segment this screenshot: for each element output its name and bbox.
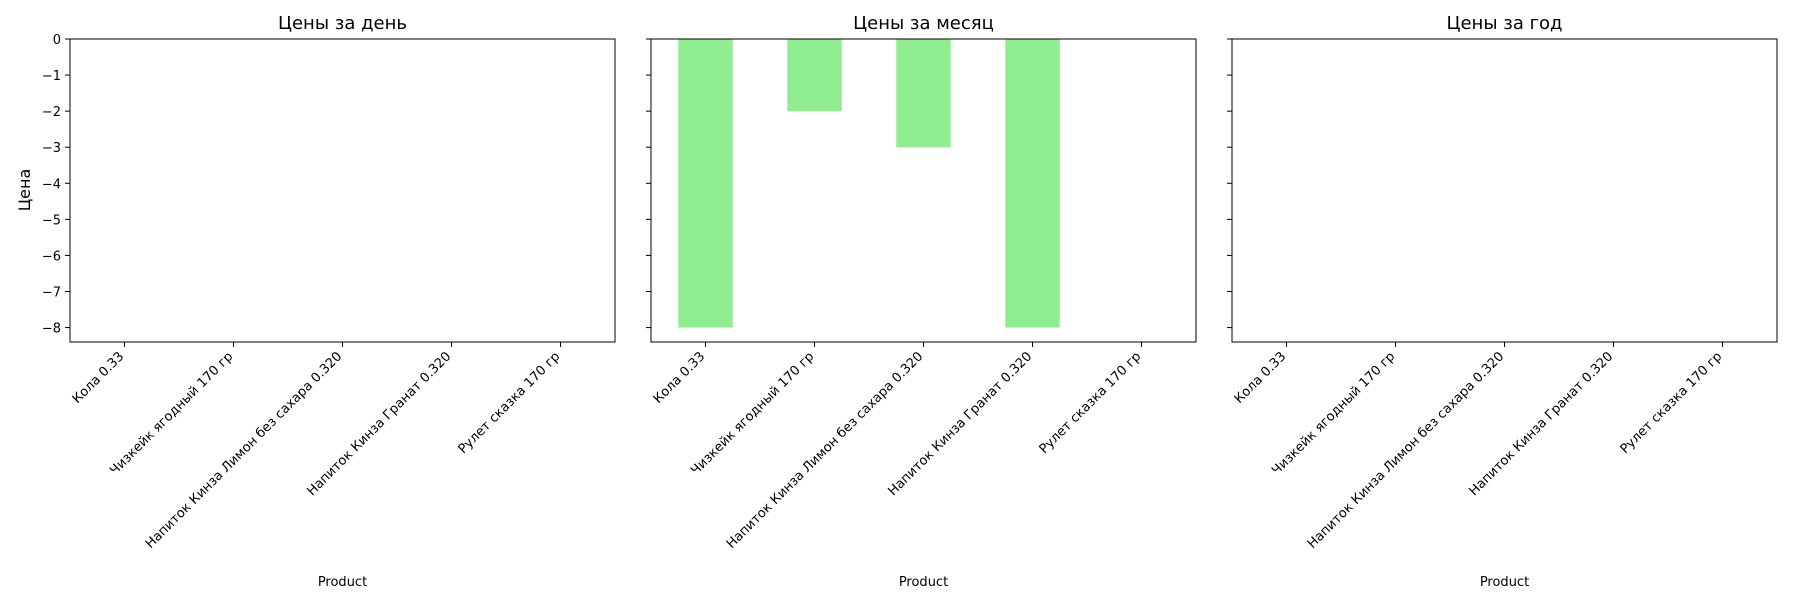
y-tick-label: −4 [42,177,61,192]
y-tick-label: −3 [42,141,61,156]
y-tick-label: −2 [42,105,61,120]
y-tick-label: −5 [42,213,61,228]
x-tick-label: Напиток Кинза Лимон без сахара 0.320 [724,349,927,552]
subplot-title: Цены за год [1447,13,1563,34]
bar-1 [678,39,733,328]
x-tick-label: Рулет сказка 170 гр [1618,349,1726,457]
x-tick-label: Кола 0.33 [70,349,128,407]
x-tick-label: Рулет сказка 170 гр [456,349,564,457]
y-tick-label: −7 [42,286,61,301]
x-tick-label: Рулет сказка 170 гр [1037,349,1145,457]
x-tick-label: Напиток Кинза Лимон без сахара 0.320 [143,349,346,552]
bar-4 [1005,39,1060,328]
y-axis-label: Цена [15,169,34,212]
x-tick-label: Кола 0.33 [651,349,709,407]
x-tick-label: Чизкейк ягодный 170 гр [688,349,817,478]
x-tick-label: Чизкейк ягодный 170 гр [1269,349,1398,478]
x-tick-label: Кола 0.33 [1232,349,1290,407]
x-tick-label: Напиток Кинза Лимон без сахара 0.320 [1305,349,1508,552]
bar-3 [896,39,951,148]
x-axis-label: Product [318,575,367,590]
x-tick-label: Чизкейк ягодный 170 гр [107,349,236,478]
plot-frame [69,38,616,343]
y-tick-label: 0 [53,33,61,48]
y-tick-label: −1 [42,69,61,84]
subplot-title: Цены за месяц [853,13,994,34]
plot-frame [1231,38,1778,343]
y-tick-label: −8 [42,322,61,337]
y-tick-label: −6 [42,249,61,264]
bar-2 [787,39,842,112]
x-axis-label: Product [1480,575,1529,590]
subplot-title: Цены за день [278,13,407,34]
x-axis-label: Product [899,575,948,590]
